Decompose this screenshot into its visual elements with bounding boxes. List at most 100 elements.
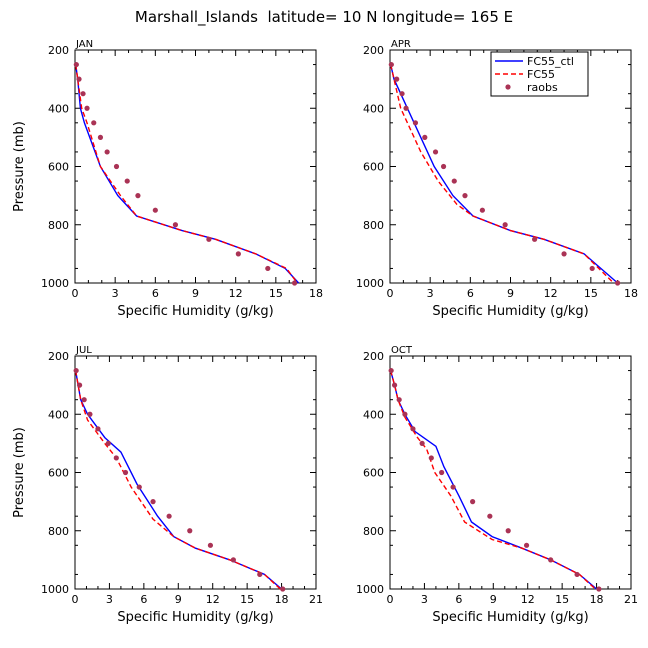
raobs-point <box>548 557 554 563</box>
y-axis-label: Pressure (mb) <box>12 427 27 518</box>
raobs-point <box>291 280 298 286</box>
raobs-point <box>502 222 508 228</box>
raobs-point <box>95 426 101 432</box>
raobs-point <box>257 571 263 578</box>
x-tick-label: 12 <box>229 287 243 300</box>
x-tick-label: 6 <box>152 287 159 300</box>
legend-raobs-swatch <box>505 84 511 90</box>
raobs-point <box>428 455 434 461</box>
panel-jan: JAN 0 3 6 9 12 15 18 200 400 600 800 1000 Specific Hu… <box>12 39 323 319</box>
x-tick-label: 15 <box>240 593 254 606</box>
raobs-point <box>73 61 79 68</box>
raobs-point <box>403 105 409 111</box>
x-tick-label: 3 <box>112 287 119 300</box>
y-tick-label: 1000 <box>41 583 69 596</box>
x-tick-label: 12 <box>206 593 220 606</box>
raobs-point <box>391 382 398 388</box>
raobs-point <box>113 455 119 461</box>
plot-frame <box>74 49 317 284</box>
y-tick-label: 1000 <box>356 583 384 596</box>
x-tick-label: 0 <box>72 287 79 300</box>
raobs-point <box>388 367 394 374</box>
fc55-ctl-line <box>390 64 619 284</box>
x-tick-label: 12 <box>544 287 558 300</box>
raobs-point <box>487 513 493 519</box>
raobs-point <box>432 149 439 155</box>
raobs-point <box>122 469 129 476</box>
raobs-point <box>207 542 214 548</box>
legend-entry: raobs <box>527 81 558 94</box>
panel-apr: APR 0 3 6 9 12 15 18 200 400 600 800 1000 Specific Hu… <box>356 39 638 319</box>
raobs-point <box>399 91 405 97</box>
x-tick-label: 9 <box>490 593 497 606</box>
raobs-point <box>91 120 97 126</box>
legend-entry: FC55 <box>527 68 555 81</box>
raobs-point <box>265 265 271 272</box>
raobs-point <box>574 571 580 578</box>
raobs-point <box>462 193 468 199</box>
raobs-point <box>105 440 111 446</box>
raobs-point <box>84 105 90 111</box>
raobs-point <box>87 411 93 417</box>
y-tick-label: 200 <box>48 44 69 57</box>
plot-frame <box>74 355 317 590</box>
y-tick-label: 400 <box>363 102 384 115</box>
raobs-point <box>596 586 602 592</box>
raobs-point <box>410 426 416 432</box>
x-tick-label: 3 <box>421 593 428 606</box>
raobs-point <box>235 251 241 257</box>
x-tick-label: 0 <box>387 287 394 300</box>
x-tick-label: 0 <box>72 593 79 606</box>
raobs-point <box>561 251 567 257</box>
raobs-point <box>470 499 476 505</box>
raobs-point <box>166 513 172 519</box>
raobs-point <box>206 236 212 242</box>
x-tick-label: 9 <box>507 287 514 300</box>
y-tick-label: 600 <box>48 161 69 174</box>
x-tick-label: 6 <box>140 593 147 606</box>
fc55-ctl-line <box>74 370 283 590</box>
raobs-point <box>402 411 408 417</box>
raobs-point <box>230 557 236 563</box>
plot-frame <box>389 355 632 590</box>
fc55-line <box>389 370 596 590</box>
y-tick-label: 400 <box>48 102 69 115</box>
raobs-point <box>280 586 286 592</box>
y-tick-label: 200 <box>48 350 69 363</box>
x-tick-label: 9 <box>175 593 182 606</box>
x-tick-label: 21 <box>624 593 638 606</box>
x-tick-label: 6 <box>467 287 474 300</box>
raobs-point <box>76 382 83 388</box>
raobs-point <box>136 484 142 490</box>
x-tick-label: 3 <box>106 593 113 606</box>
y-tick-label: 600 <box>363 467 384 480</box>
raobs-point <box>76 76 82 82</box>
raobs-point <box>615 280 621 286</box>
y-tick-label: 600 <box>363 161 384 174</box>
raobs-point <box>124 178 130 184</box>
x-tick-label: 0 <box>387 593 394 606</box>
raobs-point <box>388 61 394 68</box>
panel-label: OCT <box>391 345 413 356</box>
y-tick-label: 800 <box>48 219 69 232</box>
raobs-point <box>394 76 400 82</box>
x-tick-label: 15 <box>269 287 283 300</box>
x-tick-label: 3 <box>427 287 434 300</box>
y-axis-label: Pressure (mb) <box>12 121 27 212</box>
raobs-point <box>450 484 456 490</box>
y-tick-label: 400 <box>363 408 384 421</box>
fc55-line <box>74 370 281 590</box>
x-axis-label: Specific Humidity (g/kg) <box>117 610 273 625</box>
x-tick-label: 12 <box>521 593 535 606</box>
raobs-point <box>113 163 120 170</box>
x-axis-label: Specific Humidity (g/kg) <box>117 304 273 319</box>
figure-title: Marshall_Islands latitude= 10 N longitud… <box>135 8 513 27</box>
y-tick-label: 800 <box>363 525 384 538</box>
fc55-ctl-line <box>75 64 300 284</box>
raobs-point <box>439 469 445 476</box>
raobs-point <box>589 265 595 272</box>
raobs-point <box>479 207 485 213</box>
raobs-point <box>81 397 87 403</box>
